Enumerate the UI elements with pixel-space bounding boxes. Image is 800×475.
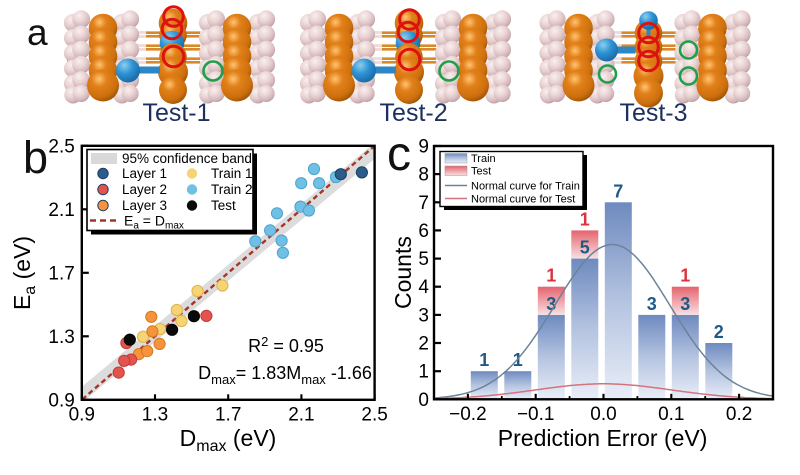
svg-text:Test-3: Test-3 [619, 99, 687, 127]
svg-text:5: 5 [580, 238, 590, 258]
svg-text:1.7: 1.7 [215, 404, 241, 425]
svg-text:Train 2: Train 2 [211, 182, 253, 197]
svg-text:2.5: 2.5 [361, 404, 387, 425]
svg-text:Normal curve for Test: Normal curve for Test [471, 194, 575, 206]
svg-text:0.9: 0.9 [69, 404, 95, 425]
svg-text:Train: Train [471, 153, 496, 165]
svg-text:4: 4 [418, 277, 429, 298]
svg-text:R2 = 0.95: R2 = 0.95 [248, 334, 324, 356]
svg-text:c: c [387, 128, 411, 181]
svg-text:−0.1: −0.1 [517, 404, 555, 425]
svg-text:0.0: 0.0 [590, 404, 616, 425]
svg-text:Layer 1: Layer 1 [122, 166, 167, 181]
svg-text:Layer 2: Layer 2 [122, 182, 167, 197]
svg-text:Train 1: Train 1 [211, 166, 253, 181]
svg-text:a: a [27, 12, 48, 53]
svg-text:1.7: 1.7 [48, 263, 74, 284]
svg-text:5: 5 [418, 249, 429, 270]
svg-text:2: 2 [714, 322, 724, 342]
svg-text:Dmax (eV): Dmax (eV) [180, 425, 277, 455]
svg-text:0.2: 0.2 [726, 404, 752, 425]
svg-text:0.9: 0.9 [48, 390, 74, 411]
svg-text:Test: Test [471, 166, 491, 178]
svg-text:2.5: 2.5 [48, 136, 74, 157]
svg-text:1: 1 [479, 350, 489, 370]
svg-text:7: 7 [613, 181, 623, 201]
svg-text:3: 3 [546, 294, 556, 314]
svg-text:9: 9 [418, 137, 429, 158]
svg-text:0.1: 0.1 [658, 404, 684, 425]
svg-text:Counts: Counts [390, 236, 416, 309]
svg-text:Layer 3: Layer 3 [122, 198, 167, 213]
svg-text:0: 0 [418, 390, 429, 411]
svg-text:1: 1 [580, 209, 590, 229]
svg-text:3: 3 [647, 294, 657, 314]
svg-text:1.3: 1.3 [142, 404, 168, 425]
svg-text:2.1: 2.1 [48, 200, 74, 221]
svg-text:8: 8 [418, 165, 429, 186]
svg-text:Ea (eV): Ea (eV) [9, 236, 39, 310]
svg-text:2.1: 2.1 [288, 404, 314, 425]
svg-text:1: 1 [418, 362, 429, 383]
svg-text:Normal curve for Train: Normal curve for Train [471, 181, 580, 193]
svg-text:Test: Test [211, 198, 236, 213]
svg-text:1: 1 [546, 266, 556, 286]
svg-text:7: 7 [418, 193, 429, 214]
svg-text:1: 1 [680, 266, 690, 286]
svg-text:b: b [23, 132, 48, 183]
svg-text:Test-1: Test-1 [142, 99, 210, 127]
svg-text:−0.2: −0.2 [449, 404, 487, 425]
svg-text:95% confidence band: 95% confidence band [122, 151, 252, 166]
svg-text:1.3: 1.3 [48, 327, 74, 348]
svg-text:3: 3 [418, 305, 429, 326]
svg-text:Test-2: Test-2 [380, 99, 448, 127]
svg-text:6: 6 [418, 221, 429, 242]
svg-text:Prediction Error (eV): Prediction Error (eV) [498, 425, 708, 451]
svg-text:1: 1 [513, 350, 523, 370]
svg-text:3: 3 [680, 294, 690, 314]
svg-text:2: 2 [418, 334, 429, 355]
